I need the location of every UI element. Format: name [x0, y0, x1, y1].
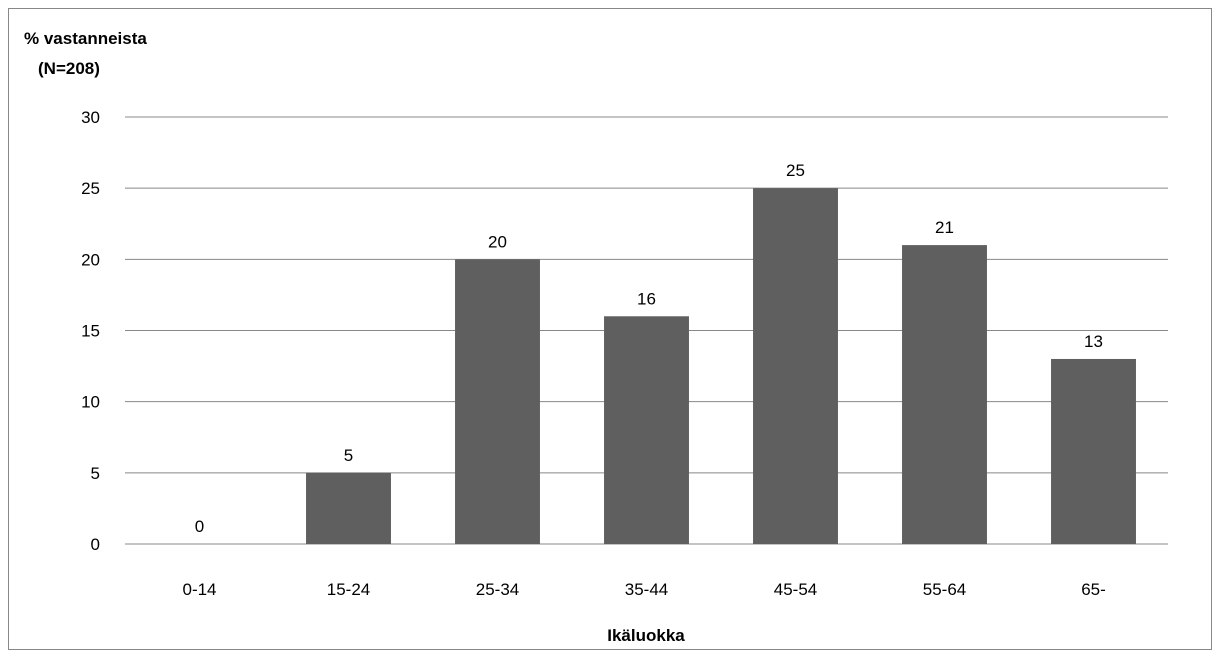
data-label: 5 — [344, 446, 353, 465]
x-axis-ticks: 0-14 15-24 25-34 35-44 45-54 55-64 65- — [182, 580, 1105, 599]
data-label: 25 — [786, 161, 805, 180]
x-tick-label: 15-24 — [327, 580, 370, 599]
x-tick-label: 45-54 — [774, 580, 817, 599]
y-tick-label: 5 — [91, 464, 100, 483]
data-labels: 0 5 20 16 25 21 13 — [195, 161, 1103, 536]
data-label: 21 — [935, 218, 954, 237]
y-axis-ticks: 0 5 10 15 20 25 30 — [81, 108, 100, 554]
bar-15-24 — [306, 472, 391, 544]
data-label: 13 — [1084, 332, 1103, 351]
x-tick-label: 65- — [1081, 580, 1106, 599]
y-tick-label: 0 — [91, 535, 100, 554]
bar-45-54 — [753, 188, 838, 544]
y-axis-label-line-1: % vastanneista — [24, 29, 147, 48]
y-tick-label: 10 — [81, 393, 100, 412]
x-tick-label: 55-64 — [923, 580, 966, 599]
bar-35-44 — [604, 316, 689, 544]
x-tick-label: 35-44 — [625, 580, 668, 599]
gridlines — [125, 116, 1168, 545]
data-label: 0 — [195, 517, 204, 536]
bar-25-34 — [455, 259, 540, 544]
data-label: 20 — [488, 232, 507, 251]
y-tick-label: 30 — [81, 108, 100, 127]
x-axis-label: Ikäluokka — [607, 626, 685, 645]
y-tick-label: 15 — [81, 322, 100, 341]
y-axis-label-line-2: (N=208) — [38, 59, 100, 78]
data-label: 16 — [637, 289, 656, 308]
y-tick-label: 25 — [81, 179, 100, 198]
x-tick-label: 25-34 — [476, 580, 519, 599]
bars — [306, 188, 1136, 544]
y-tick-label: 20 — [81, 250, 100, 269]
bar-55-64 — [902, 245, 987, 544]
x-tick-label: 0-14 — [182, 580, 216, 599]
bar-65- — [1051, 358, 1136, 544]
